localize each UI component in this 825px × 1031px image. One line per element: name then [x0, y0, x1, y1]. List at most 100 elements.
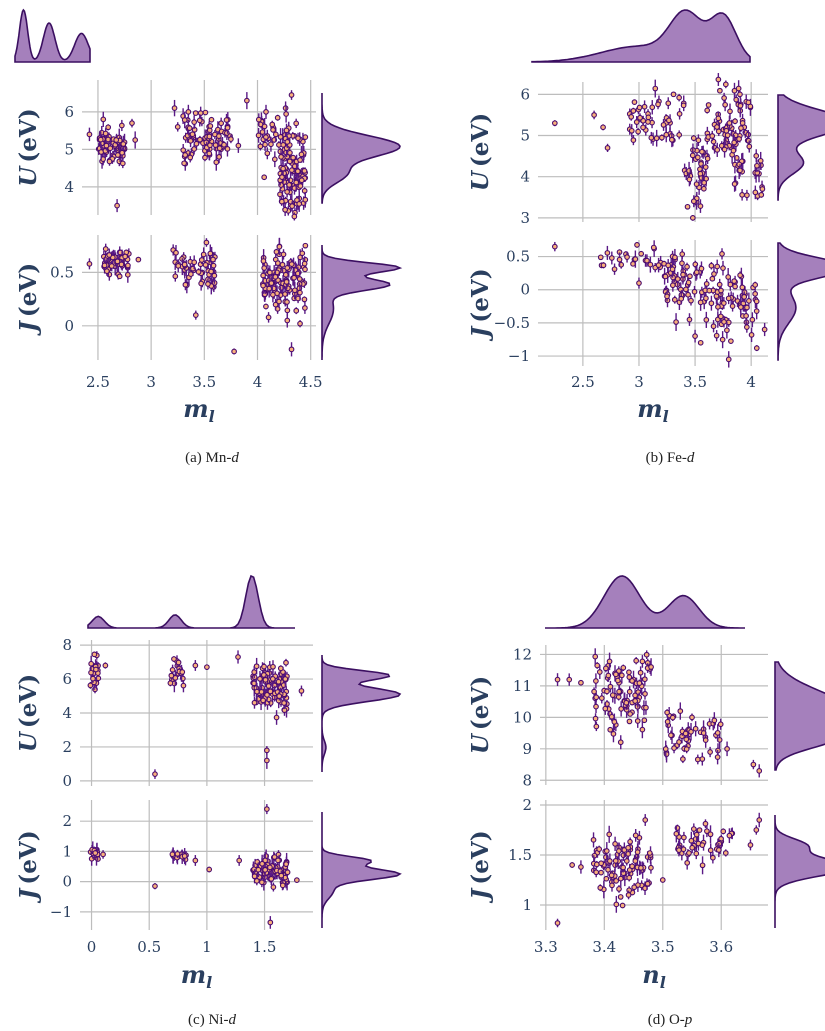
data-point — [669, 136, 675, 143]
panel-0: 4 5 6 U (eV) 0 0.5 J (eV) 2.5 3 3.5 4 4.5 ml (a) Mn-d — [14, 8, 403, 466]
x-tick-label: 2.5 — [571, 373, 595, 391]
data-point — [87, 682, 94, 689]
data-point — [267, 864, 273, 871]
data-point — [694, 154, 701, 161]
data-point — [711, 717, 718, 724]
y-tick-label: 4 — [64, 178, 74, 196]
data-point — [743, 313, 749, 319]
data-point — [277, 191, 283, 198]
axis-symbol: U — [467, 732, 494, 754]
data-point — [293, 179, 300, 186]
data-point — [283, 279, 290, 285]
data-point — [291, 274, 297, 281]
data-point — [713, 332, 720, 339]
data-point — [106, 158, 113, 165]
data-point — [181, 261, 188, 268]
data-point — [638, 250, 645, 257]
data-point — [633, 119, 640, 125]
data-point — [748, 332, 755, 338]
data-point — [203, 239, 210, 246]
data-point — [692, 725, 699, 732]
u-axis-label: U(eV) — [15, 674, 42, 752]
data-point — [181, 160, 187, 167]
data-point — [646, 850, 653, 856]
data-point — [697, 170, 704, 177]
data-point — [108, 263, 115, 269]
data-point — [693, 850, 700, 857]
data-point — [260, 282, 266, 289]
data-point — [251, 680, 257, 687]
axis-unit: (eV) — [467, 113, 494, 167]
data-point — [284, 265, 291, 271]
data-point — [671, 745, 677, 751]
data-point — [620, 864, 627, 871]
data-point — [745, 99, 752, 106]
data-point — [626, 874, 633, 881]
data-point — [720, 300, 727, 306]
bottom-subplot: −1 0 1 2 J (eV) — [15, 800, 402, 930]
data-point — [670, 91, 677, 98]
x-axis-label: ml — [637, 394, 668, 426]
data-point — [640, 124, 646, 131]
data-point — [645, 119, 651, 125]
data-point — [623, 858, 630, 864]
data-point — [208, 268, 215, 275]
data-point — [185, 109, 192, 115]
data-point — [288, 261, 295, 267]
data-point — [704, 155, 711, 162]
data-point — [172, 273, 179, 280]
data-point — [107, 145, 114, 152]
caption-orbital: d — [687, 450, 695, 466]
data-point — [737, 91, 743, 98]
data-point — [129, 120, 135, 126]
data-point — [275, 260, 281, 266]
axis-symbol: J — [467, 887, 494, 904]
data-point — [709, 133, 716, 139]
data-point — [293, 307, 300, 314]
data-point — [689, 714, 695, 721]
data-point — [264, 757, 270, 764]
data-point — [279, 261, 286, 268]
data-point — [721, 146, 728, 153]
caption-text: (b) Fe- — [646, 450, 687, 466]
data-point — [174, 851, 181, 857]
data-point — [607, 726, 614, 733]
data-point — [293, 120, 300, 127]
data-point — [105, 124, 112, 131]
data-point — [263, 134, 269, 140]
data-point — [737, 304, 744, 310]
data-point — [648, 864, 654, 871]
y-tick-label: −1 — [508, 347, 530, 365]
y-tick-label: 2 — [62, 812, 72, 830]
data-point — [596, 846, 603, 852]
data-point — [703, 281, 710, 287]
axis-unit: (eV) — [15, 674, 42, 728]
data-point — [236, 857, 243, 864]
data-point — [282, 676, 289, 682]
data-point — [297, 157, 303, 163]
data-point — [695, 137, 702, 144]
data-point — [616, 886, 622, 892]
axis-symbol: U — [15, 165, 42, 187]
data-point — [206, 150, 213, 157]
data-point — [90, 675, 96, 682]
x-axis-symbol: m — [181, 960, 206, 989]
y-tick-label: 10 — [513, 708, 532, 726]
data-point — [187, 154, 194, 161]
data-point — [756, 767, 763, 774]
data-point — [664, 293, 670, 300]
data-point — [284, 317, 291, 324]
x-tick-label: 0 — [87, 938, 97, 956]
data-point — [684, 203, 691, 210]
data-point — [114, 202, 120, 209]
data-point — [276, 693, 283, 699]
data-point — [709, 275, 716, 282]
data-point — [724, 132, 731, 139]
data-point — [284, 139, 291, 145]
data-point — [611, 719, 618, 725]
data-point — [200, 251, 207, 258]
data-point — [722, 101, 728, 108]
data-point — [639, 658, 646, 665]
y-tick-label: 0 — [520, 281, 530, 299]
